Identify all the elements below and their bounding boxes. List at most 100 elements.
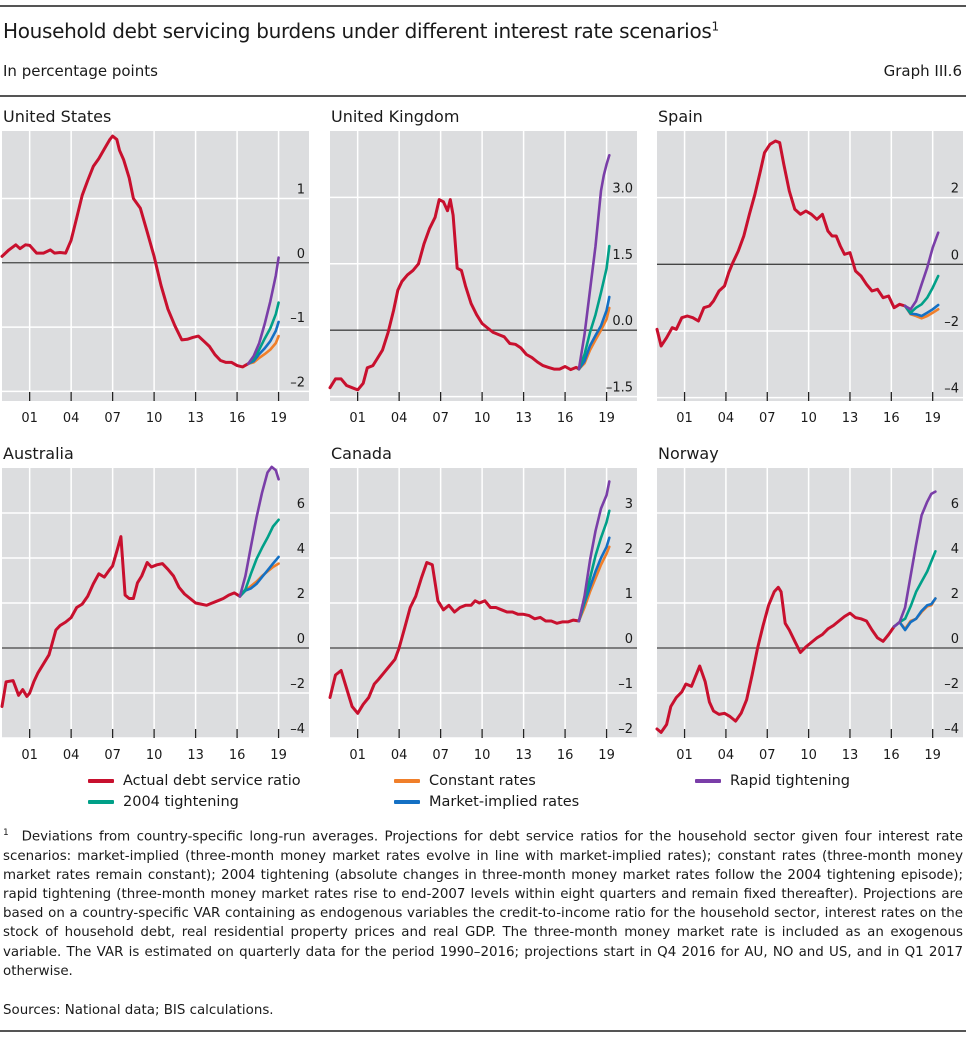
series-line-constant <box>577 545 611 623</box>
footnote-text: Deviations from country-specific long-ru… <box>3 829 963 979</box>
footnote-marker: 1 <box>3 828 9 838</box>
y-tick-label: –4 <box>944 722 959 737</box>
series-line-actual <box>0 535 242 708</box>
legend-item-rapid: Rapid tightening <box>695 773 850 789</box>
series-line-actual <box>328 561 581 715</box>
x-tick-label: 01 <box>676 411 693 426</box>
legend-label: Rapid tightening <box>730 773 851 789</box>
x-tick-label: 07 <box>759 748 776 763</box>
series-line-rapid <box>903 231 940 311</box>
series-line-tightening-2004 <box>238 518 280 598</box>
chart-title-text: Household debt servicing burdens under d… <box>3 19 712 43</box>
legend-item-2004-tightening: 2004 tightening <box>88 794 239 810</box>
x-tick-label: 16 <box>229 748 246 763</box>
x-tick-label: 19 <box>924 748 941 763</box>
y-tick-label: 6 <box>951 497 959 512</box>
series-line-actual <box>0 134 250 369</box>
x-tick-label: 10 <box>146 411 163 426</box>
series-line-tightening-2004 <box>246 301 280 366</box>
footnote: 1 Deviations from country-specific long-… <box>3 824 963 981</box>
series-line-tightening-2004 <box>903 274 940 315</box>
y-tick-label: 2 <box>297 587 305 602</box>
x-tick-label: 01 <box>21 411 38 426</box>
legend-label: Constant rates <box>429 773 536 789</box>
x-tick-label: 13 <box>515 411 532 426</box>
legend-swatch-actual <box>88 779 114 783</box>
x-tick-label: 16 <box>557 411 574 426</box>
x-tick-label: 04 <box>718 411 735 426</box>
y-tick-label: –2 <box>944 315 959 330</box>
legend-item-constant: Constant rates <box>394 773 536 789</box>
series-line-actual <box>655 139 907 348</box>
y-tick-label: 0 <box>951 632 959 647</box>
legend-swatch-constant <box>394 779 420 783</box>
series-line-tightening-2004 <box>577 244 611 371</box>
top-rule <box>0 5 966 7</box>
y-tick-label: 4 <box>951 542 959 557</box>
x-tick-label: 13 <box>515 748 532 763</box>
x-tick-label: 19 <box>598 411 615 426</box>
y-tick-label: 2 <box>625 542 633 557</box>
panel-united-kingdom: United Kingdom 01 04 07 10 13 16 19 3.0 1.5 0.0 –1.… <box>328 107 637 426</box>
y-tick-label: 0.0 <box>612 314 633 329</box>
x-tick-label: 04 <box>63 411 80 426</box>
panel-norway: Norway 01 04 07 10 13 16 19 6 4 2 0 –2 –4 <box>655 444 963 763</box>
x-tick-label: 04 <box>391 411 408 426</box>
y-tick-label: 0 <box>951 248 959 263</box>
y-tick-label: 1 <box>297 183 305 198</box>
legend-item-actual: Actual debt service ratio <box>88 773 301 789</box>
y-tick-label: –1 <box>618 677 633 692</box>
legend-swatch-2004-tightening <box>88 800 114 804</box>
x-tick-label: 13 <box>842 748 859 763</box>
x-tick-label: 13 <box>187 411 204 426</box>
series-line-tightening-2004 <box>892 549 937 628</box>
legend-label: Actual debt service ratio <box>123 773 301 789</box>
panel-title: Spain <box>658 107 703 126</box>
panel-title: United Kingdom <box>331 107 459 126</box>
panel-australia: Australia 01 04 07 10 13 16 19 6 4 2 0 –2 –4 <box>0 444 309 763</box>
x-tick-label: 13 <box>187 748 204 763</box>
y-tick-label: –1 <box>290 311 305 326</box>
panel-title: Canada <box>331 444 392 463</box>
legend: Actual debt service ratio Constant rates… <box>88 773 888 817</box>
x-tick-label: 19 <box>598 748 615 763</box>
y-tick-label: 1.5 <box>612 248 633 263</box>
series-line-market-implied <box>577 295 611 371</box>
x-tick-label: 10 <box>474 411 491 426</box>
chart-title: Household debt servicing burdens under d… <box>3 19 719 43</box>
x-tick-label: 10 <box>474 748 491 763</box>
series-line-market-implied <box>892 597 937 632</box>
x-tick-label: 01 <box>349 748 366 763</box>
x-tick-label: 07 <box>104 411 121 426</box>
x-tick-label: 07 <box>104 748 121 763</box>
legend-label: 2004 tightening <box>123 794 239 810</box>
x-tick-label: 16 <box>229 411 246 426</box>
x-tick-label: 10 <box>146 748 163 763</box>
panel-title: Norway <box>658 444 719 463</box>
x-tick-label: 19 <box>270 748 287 763</box>
y-tick-label: 2 <box>951 587 959 602</box>
y-tick-label: –2 <box>290 375 305 390</box>
series-line-market-implied <box>246 320 280 366</box>
y-tick-label: 1 <box>625 587 633 602</box>
legend-item-market-implied: Market-implied rates <box>394 794 579 810</box>
x-tick-label: 16 <box>883 411 900 426</box>
y-tick-label: 0 <box>297 247 305 262</box>
series-line-rapid <box>577 154 611 371</box>
series-line-rapid <box>238 465 280 598</box>
x-tick-label: 19 <box>924 411 941 426</box>
x-tick-label: 01 <box>676 748 693 763</box>
x-tick-label: 16 <box>883 748 900 763</box>
plot-background <box>657 131 963 401</box>
legend-swatch-rapid <box>695 779 721 783</box>
sources-note: Sources: National data; BIS calculations… <box>3 1003 274 1018</box>
x-tick-label: 07 <box>759 411 776 426</box>
series-line-rapid <box>246 256 280 366</box>
y-tick-label: 0 <box>625 632 633 647</box>
series-line-rapid <box>892 490 937 628</box>
series-line-actual <box>655 585 896 734</box>
y-tick-label: 6 <box>297 497 305 512</box>
